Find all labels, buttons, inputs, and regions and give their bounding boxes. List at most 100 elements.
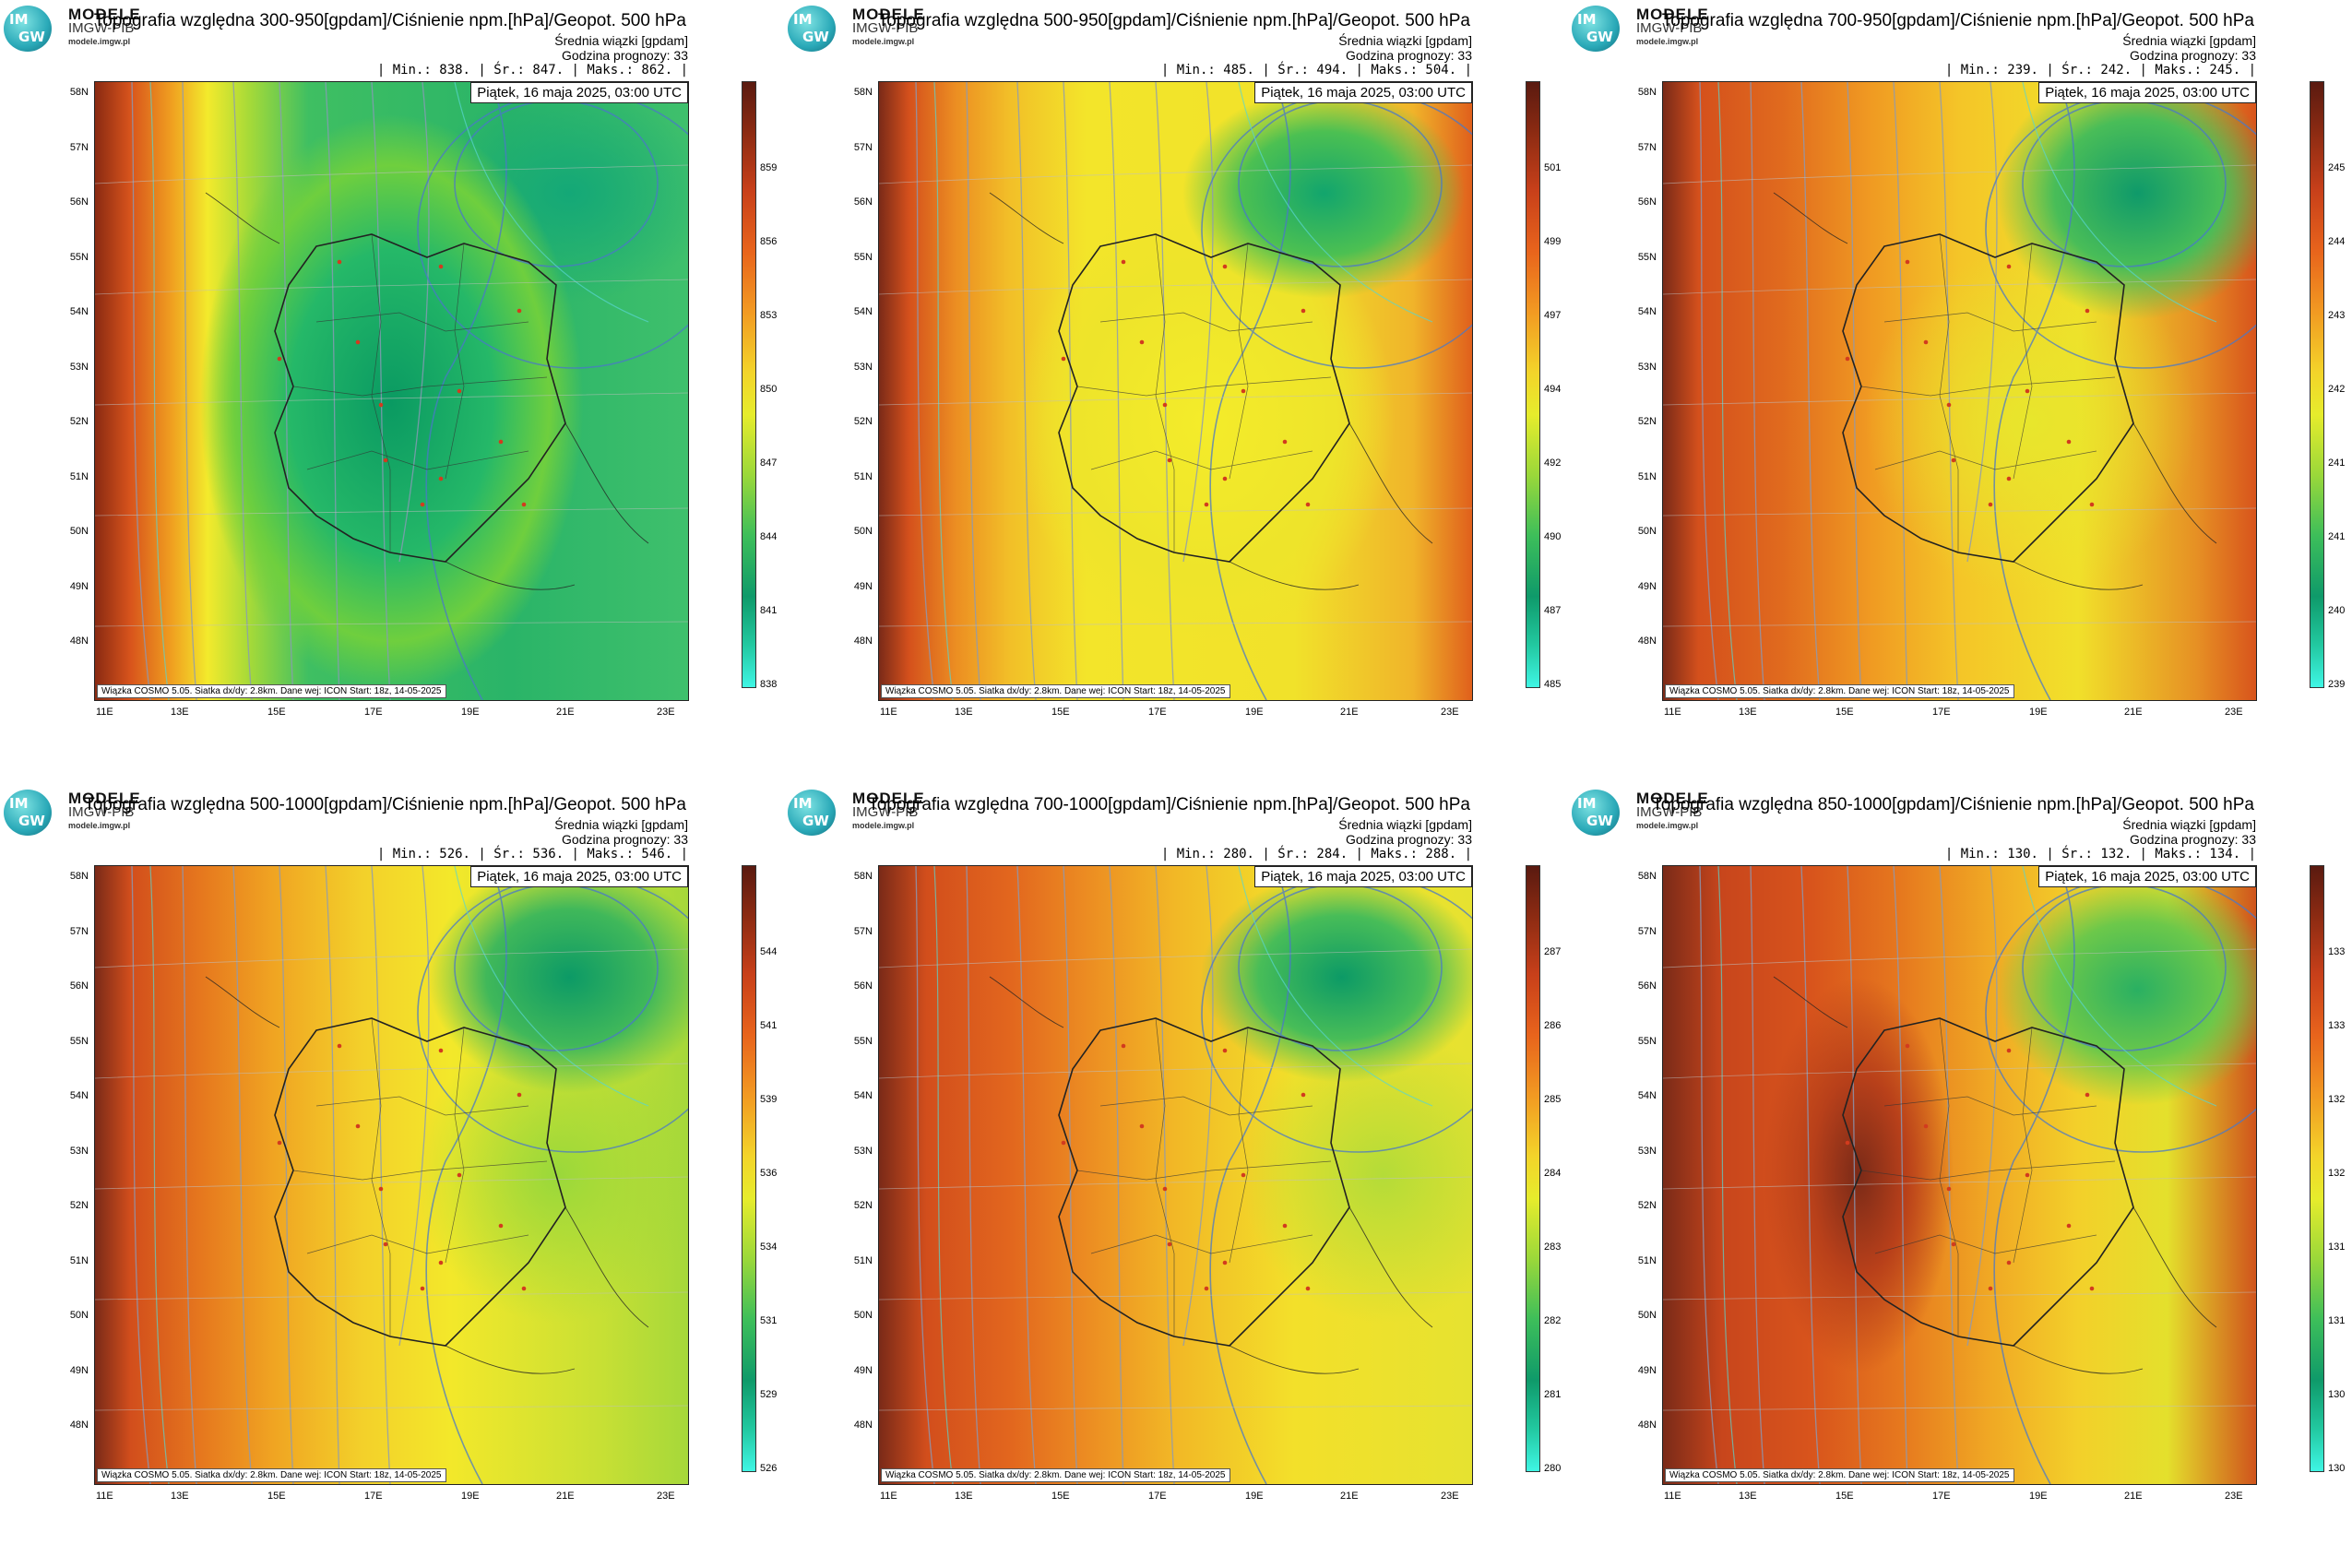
lat-label: 56N xyxy=(853,196,873,208)
lat-label: 51N xyxy=(1637,470,1657,482)
lat-label: 49N xyxy=(853,580,873,592)
lon-label: 23E xyxy=(657,1491,675,1502)
map-overlay xyxy=(95,82,688,700)
brand-name: MODELE xyxy=(852,790,925,807)
lat-label: 57N xyxy=(1637,925,1657,937)
panel-300-950: IM GW MODELE IMGW-PIB modele.imgw.pl Top… xyxy=(0,0,784,784)
forecast-hour: Godzina prognozy: 33 xyxy=(1346,832,1472,847)
brand-site: modele.imgw.pl xyxy=(1636,37,1699,46)
colorbar-label: 132 xyxy=(2328,1094,2346,1105)
colorbar-label: 850 xyxy=(760,384,778,395)
lon-label: 21E xyxy=(2124,1491,2143,1502)
panel-subtitle: Średnia wiązki [gpdam] xyxy=(1338,33,1472,48)
colorbar-label: 244 xyxy=(2328,236,2346,247)
colorbar-label: 285 xyxy=(1544,1094,1562,1105)
map-overlay xyxy=(1663,866,2256,1484)
panel-stats: | Min.: 526. | Śr.: 536. | Maks.: 546. | xyxy=(376,847,688,861)
lat-label: 55N xyxy=(69,1035,89,1047)
imgw-logo-icon: IM GW xyxy=(1572,6,1620,52)
colorbar-label: 485 xyxy=(1544,679,1562,690)
lon-label: 15E xyxy=(1835,707,1854,718)
brand-site: modele.imgw.pl xyxy=(852,37,915,46)
colorbar-label: 243 xyxy=(2328,310,2346,321)
brand-name: MODELE xyxy=(68,790,141,807)
lat-label: 52N xyxy=(853,1200,873,1211)
lat-label: 53N xyxy=(853,1145,873,1157)
map-field xyxy=(879,82,1472,700)
colorbar-label: 242 xyxy=(2328,384,2346,395)
panel-stats: | Min.: 130. | Śr.: 132. | Maks.: 134. | xyxy=(1944,847,2256,861)
panel-subtitle: Średnia wiązki [gpdam] xyxy=(1338,817,1472,832)
map-field xyxy=(1663,866,2256,1484)
lat-label: 50N xyxy=(853,1310,873,1321)
map-field xyxy=(879,866,1472,1484)
map-overlay xyxy=(879,82,1472,700)
brand-subname: IMGW-PIB xyxy=(852,20,919,36)
lat-label: 50N xyxy=(1637,526,1657,537)
colorbar-label: 544 xyxy=(760,946,778,957)
colorbar-label: 526 xyxy=(760,1463,778,1474)
panel-title: Topografia względna 700-1000[gpdam]/Ciśn… xyxy=(868,795,1470,814)
imgw-logo-icon: IM GW xyxy=(788,790,836,836)
panel-stats: | Min.: 239. | Śr.: 242. | Maks.: 245. | xyxy=(1944,63,2256,77)
forecast-hour: Godzina prognozy: 33 xyxy=(1346,48,1472,63)
lat-label: 48N xyxy=(1637,636,1657,647)
colorbar xyxy=(2310,81,2324,688)
model-footnote: Wiązka COSMO 5.05. Siatka dx/dy: 2.8km. … xyxy=(1665,684,2014,698)
panel-subtitle: Średnia wiązki [gpdam] xyxy=(2122,817,2256,832)
brand-subname: IMGW-PIB xyxy=(1636,20,1703,36)
lon-label: 19E xyxy=(461,707,480,718)
lon-label: 23E xyxy=(2225,707,2243,718)
colorbar-label: 853 xyxy=(760,310,778,321)
colorbar-label: 130 xyxy=(2328,1463,2346,1474)
lon-label: 23E xyxy=(1441,707,1459,718)
lat-label: 57N xyxy=(853,925,873,937)
lon-label: 15E xyxy=(267,1491,286,1502)
colorbar-label: 534 xyxy=(760,1241,778,1253)
colorbar-label: 844 xyxy=(760,531,778,542)
lat-label: 49N xyxy=(1637,1364,1657,1376)
lat-label: 55N xyxy=(1637,1035,1657,1047)
date-label: Piątek, 16 maja 2025, 03:00 UTC xyxy=(1254,866,1472,887)
lat-label: 54N xyxy=(1637,306,1657,317)
colorbar-label: 539 xyxy=(760,1094,778,1105)
lat-label: 48N xyxy=(853,636,873,647)
panel-850-1000: IM GW MODELE IMGW-PIB modele.imgw.pl Top… xyxy=(1568,784,2352,1568)
colorbar-label: 838 xyxy=(760,679,778,690)
lon-label: 17E xyxy=(364,707,383,718)
lat-label: 49N xyxy=(69,1364,89,1376)
panel-title: Topografia względna 850-1000[gpdam]/Ciśn… xyxy=(1652,795,2254,814)
colorbar-label: 284 xyxy=(1544,1168,1562,1179)
panel-500-1000: IM GW MODELE IMGW-PIB modele.imgw.pl Top… xyxy=(0,784,784,1568)
colorbar-label: 497 xyxy=(1544,310,1562,321)
colorbar-label: 131 xyxy=(2328,1241,2346,1253)
colorbar-label: 536 xyxy=(760,1168,778,1179)
forecast-hour: Godzina prognozy: 33 xyxy=(562,48,688,63)
lon-label: 15E xyxy=(1835,1491,1854,1502)
lat-label: 49N xyxy=(69,580,89,592)
panel-subtitle: Średnia wiązki [gpdam] xyxy=(2122,33,2256,48)
lat-label: 53N xyxy=(853,361,873,373)
brand-name: MODELE xyxy=(852,6,925,23)
panel-700-1000: IM GW MODELE IMGW-PIB modele.imgw.pl Top… xyxy=(784,784,1568,1568)
lat-label: 48N xyxy=(1637,1420,1657,1431)
colorbar-label: 856 xyxy=(760,236,778,247)
colorbar-label: 541 xyxy=(760,1020,778,1031)
lat-label: 50N xyxy=(69,526,89,537)
model-footnote: Wiązka COSMO 5.05. Siatka dx/dy: 2.8km. … xyxy=(881,684,1230,698)
lat-label: 51N xyxy=(69,1254,89,1266)
lon-label: 13E xyxy=(171,1491,189,1502)
imgw-logo-icon: IM GW xyxy=(4,790,52,836)
lon-label: 17E xyxy=(1932,1491,1951,1502)
colorbar-label: 286 xyxy=(1544,1020,1562,1031)
colorbar xyxy=(1526,865,1540,1472)
lat-label: 50N xyxy=(1637,1310,1657,1321)
model-footnote: Wiązka COSMO 5.05. Siatka dx/dy: 2.8km. … xyxy=(97,684,446,698)
lat-label: 57N xyxy=(1637,141,1657,153)
lat-label: 55N xyxy=(69,251,89,263)
lon-label: 17E xyxy=(1148,1491,1167,1502)
lon-label: 13E xyxy=(171,707,189,718)
lon-label: 11E xyxy=(880,1491,897,1502)
lat-label: 53N xyxy=(1637,361,1657,373)
map-area: Piątek, 16 maja 2025, 03:00 UTC Wiązka C… xyxy=(94,81,689,701)
